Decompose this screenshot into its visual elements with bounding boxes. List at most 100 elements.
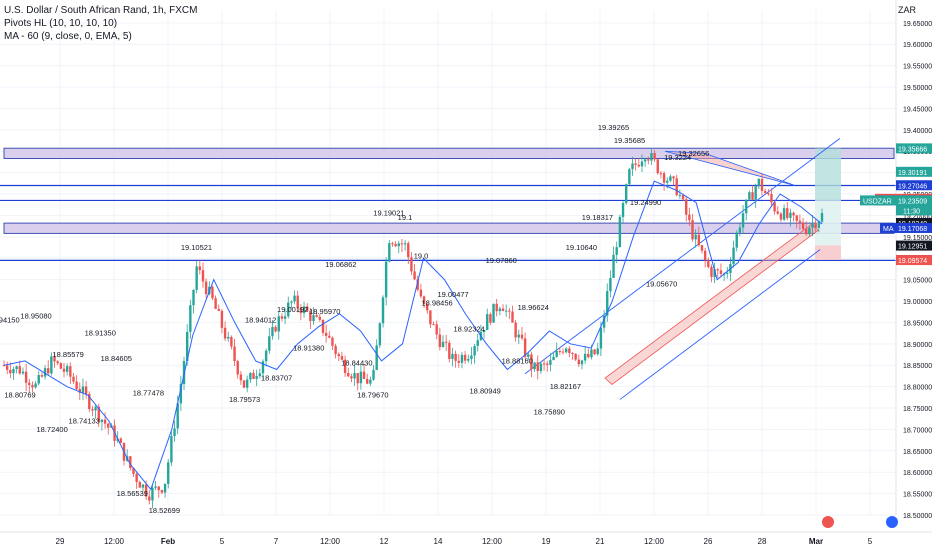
candle-body xyxy=(84,386,88,395)
candle-body xyxy=(587,353,590,358)
candle-body xyxy=(463,354,467,361)
candle-body xyxy=(148,496,151,501)
candle-body xyxy=(88,394,91,410)
time-tick-label: 12 xyxy=(380,537,389,546)
candle-body xyxy=(50,356,53,374)
candle-body xyxy=(628,169,631,185)
countdown-text: 11:30 xyxy=(903,208,920,215)
candle-body xyxy=(268,336,271,351)
candle-body xyxy=(530,354,533,370)
candle-body xyxy=(650,153,653,161)
candle-body xyxy=(309,310,312,321)
candle-body xyxy=(555,351,558,357)
candle-body xyxy=(236,361,239,375)
price-tick-label: 18.80000 xyxy=(903,385,932,392)
candle-body xyxy=(751,192,754,200)
candle-body xyxy=(694,234,697,240)
price-axis-bg xyxy=(896,0,932,550)
price-tick-label: 18.60000 xyxy=(903,470,932,477)
price-scale-tag-text: 19.27046 xyxy=(898,183,927,190)
indicator-pivots-label[interactable]: Pivots HL (10, 10, 10, 10) xyxy=(4,18,118,29)
candle-body xyxy=(460,354,464,363)
candle-body xyxy=(315,315,318,317)
candle-body xyxy=(318,316,322,320)
candle-body xyxy=(770,193,773,203)
candle-body xyxy=(568,348,571,354)
time-tick-label: 12:00 xyxy=(644,537,665,546)
candle-body xyxy=(596,348,599,355)
candle-body xyxy=(312,315,315,321)
candle-body xyxy=(666,180,669,183)
pivot-price-label: 18.91350 xyxy=(85,329,116,338)
candle-body xyxy=(217,308,220,311)
time-tick-label: 12:00 xyxy=(482,537,503,546)
candle-body xyxy=(407,243,410,258)
candle-body xyxy=(261,361,265,374)
candle-body xyxy=(302,306,306,314)
candle-body xyxy=(353,373,356,379)
price-tick-label: 19.40000 xyxy=(903,128,932,135)
pivot-price-label: 18.96624 xyxy=(518,303,549,312)
pivot-price-label: 18.85579 xyxy=(53,350,84,359)
candle-body xyxy=(612,254,615,278)
candle-body xyxy=(391,243,394,245)
rising-channel xyxy=(604,223,819,385)
pivot-price-label: 19.05670 xyxy=(646,279,677,288)
flag-icon[interactable] xyxy=(822,516,834,528)
pivot-price-label: 18.80769 xyxy=(4,391,35,400)
candle-body xyxy=(157,486,160,491)
candle-body xyxy=(527,354,530,357)
pivot-price-label: 18.77478 xyxy=(133,388,164,397)
candle-body xyxy=(258,373,262,377)
price-scale-tag xyxy=(896,180,932,191)
price-tick-label: 18.85000 xyxy=(903,363,932,370)
candle-body xyxy=(672,176,675,179)
candle-body xyxy=(719,270,723,274)
candle-body xyxy=(160,490,164,493)
candle-body xyxy=(179,383,183,404)
price-tick-label: 18.50000 xyxy=(903,513,932,520)
candle-body xyxy=(707,260,710,267)
candle-body xyxy=(593,349,596,355)
candle-body xyxy=(43,368,47,377)
pivot-price-label: 18.88160 xyxy=(502,356,533,365)
candle-body xyxy=(53,356,56,362)
candle-body xyxy=(811,222,814,228)
candle-body xyxy=(662,173,666,183)
candle-body xyxy=(760,178,764,191)
symbol-title[interactable]: U.S. Dollar / South African Rand, 1h, FX… xyxy=(4,5,198,16)
candle-body xyxy=(141,484,145,488)
time-tick-label: 14 xyxy=(434,537,443,546)
candle-body xyxy=(542,363,546,365)
candle-body xyxy=(388,243,391,262)
pivot-price-label: 19.10521 xyxy=(181,243,212,252)
indicator-ma-label[interactable]: MA - 60 (9, close, 0, EMA, 5) xyxy=(4,31,132,42)
pivot-price-label: 18.82167 xyxy=(550,382,581,391)
candle-body xyxy=(274,326,277,332)
candle-body xyxy=(384,261,388,298)
flag-icon[interactable] xyxy=(886,516,898,528)
candle-body xyxy=(394,244,397,247)
price-scale-tag xyxy=(896,222,932,233)
price-tick-label: 19.50000 xyxy=(903,85,932,92)
candle-body xyxy=(429,310,432,325)
candle-body xyxy=(700,245,704,251)
candle-body xyxy=(735,232,738,248)
price-tick-label: 19.20000 xyxy=(903,213,932,220)
pivot-price-label: 18.72400 xyxy=(36,425,67,434)
candle-body xyxy=(91,409,94,411)
candle-body xyxy=(378,323,382,346)
candle-body xyxy=(520,334,524,339)
price-scale-tag xyxy=(896,166,932,177)
pivot-price-label: 18.95080 xyxy=(20,311,51,320)
candle-body xyxy=(350,376,353,379)
candle-body xyxy=(135,473,138,483)
candle-body xyxy=(609,277,612,292)
candle-body xyxy=(198,266,202,271)
candle-body xyxy=(454,353,457,361)
price-tick-label: 18.55000 xyxy=(903,492,932,499)
candle-body xyxy=(40,375,44,377)
time-tick-label: Feb xyxy=(161,537,175,546)
